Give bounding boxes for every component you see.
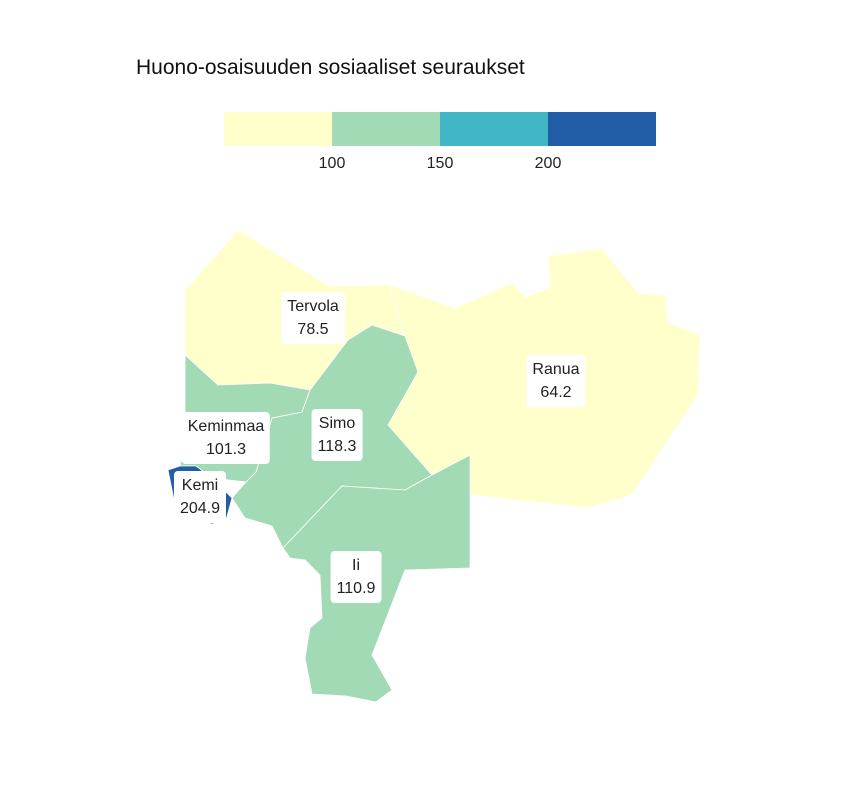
- region-name-ii: Ii: [351, 557, 360, 574]
- region-value-ii: 110.9: [336, 580, 376, 597]
- region-label-ii: Ii 110.9: [330, 551, 382, 603]
- region-name-kemi: Kemi: [181, 477, 219, 494]
- region-name-tervola: Tervola: [287, 298, 339, 315]
- region-name-keminmaa: Keminmaa: [187, 418, 265, 435]
- region-value-tervola: 78.5: [297, 321, 329, 338]
- region-label-keminmaa: Keminmaa 101.3: [181, 412, 271, 464]
- map-title: Huono-osaisuuden sosiaaliset seuraukset: [136, 56, 525, 79]
- region-value-kemi: 204.9: [179, 500, 221, 517]
- region-name-ranua: Ranua: [532, 361, 580, 378]
- region-name-simo: Simo: [318, 415, 356, 432]
- region-value-ranua: 64.2: [540, 384, 572, 401]
- region-label-kemi: Kemi 204.9: [173, 471, 227, 523]
- region-label-simo: Simo 118.3: [311, 409, 363, 461]
- region-label-ranua: Ranua 64.2: [526, 355, 586, 407]
- region-label-tervola: Tervola 78.5: [281, 292, 345, 344]
- region-value-keminmaa: 101.3: [205, 441, 247, 458]
- region-value-simo: 118.3: [317, 438, 357, 455]
